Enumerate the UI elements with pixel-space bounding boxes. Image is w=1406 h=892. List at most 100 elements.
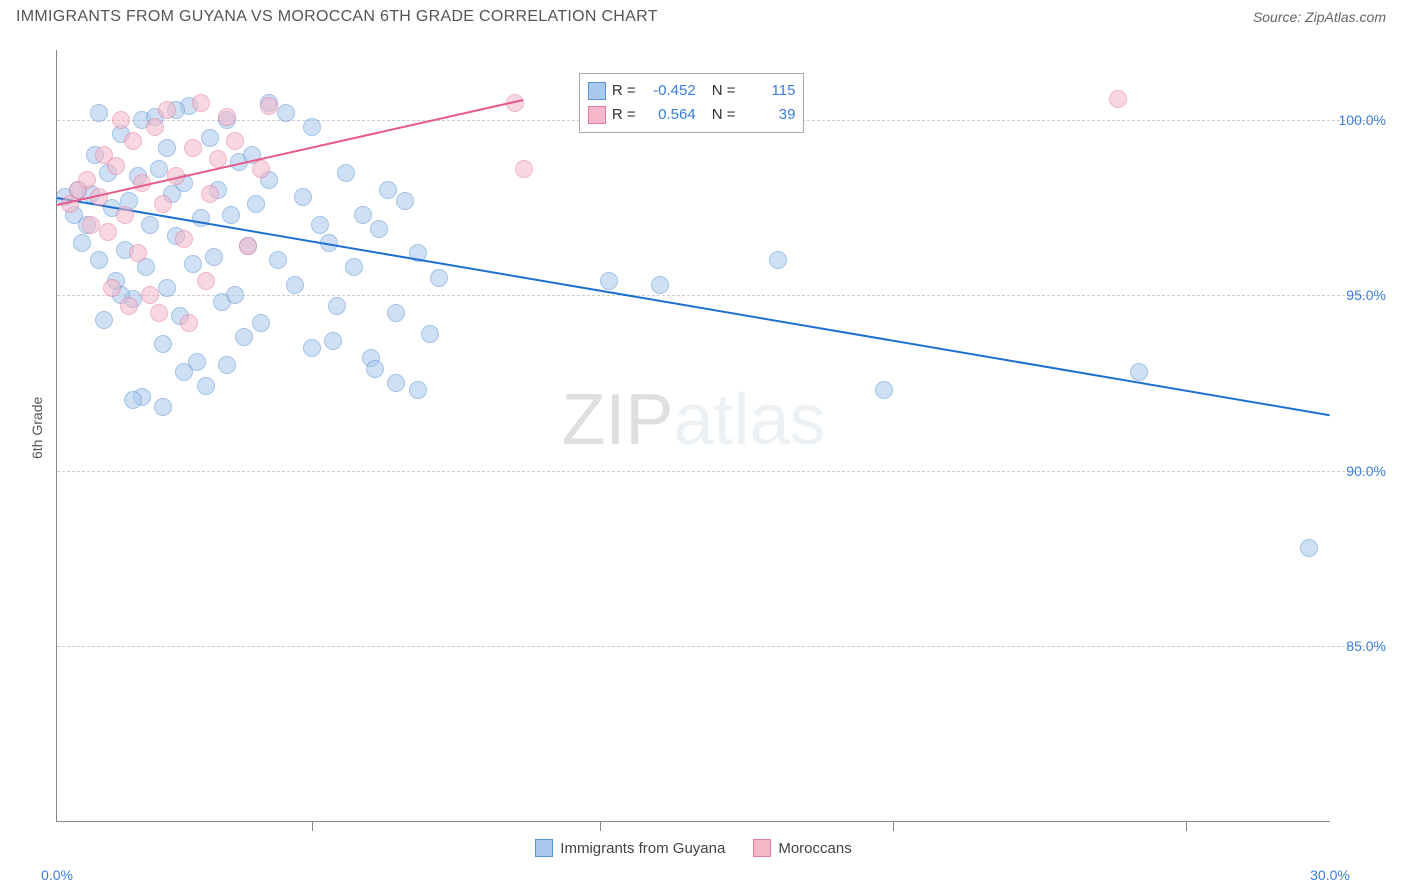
scatter-point	[201, 185, 219, 203]
scatter-point	[252, 314, 270, 332]
scatter-point	[354, 206, 372, 224]
legend-n-label: N =	[712, 79, 736, 103]
scatter-point	[239, 237, 257, 255]
scatter-point	[124, 391, 142, 409]
scatter-point	[421, 325, 439, 343]
scatter-point	[370, 220, 388, 238]
legend-label: Immigrants from Guyana	[560, 840, 725, 857]
scatter-point	[90, 104, 108, 122]
legend-n-value: 115	[745, 79, 795, 103]
scatter-point	[107, 157, 125, 175]
chart-title: IMMIGRANTS FROM GUYANA VS MOROCCAN 6TH G…	[16, 8, 658, 26]
scatter-point	[124, 132, 142, 150]
scatter-point	[387, 374, 405, 392]
scatter-point	[192, 94, 210, 112]
legend-r-label: R =	[612, 79, 636, 103]
scatter-point	[235, 328, 253, 346]
scatter-point	[769, 251, 787, 269]
scatter-point	[205, 248, 223, 266]
x-tick-mark	[1186, 821, 1187, 831]
scatter-point	[515, 160, 533, 178]
scatter-point	[73, 234, 91, 252]
trend-line	[57, 197, 1330, 416]
scatter-point	[324, 332, 342, 350]
chart-container: 6th Grade ZIPatlas 85.0%90.0%95.0%100.0%…	[16, 40, 1390, 862]
gridline-h	[57, 471, 1380, 472]
scatter-point	[430, 269, 448, 287]
gridline-h	[57, 646, 1380, 647]
scatter-point	[103, 279, 121, 297]
gridline-h	[57, 295, 1380, 296]
legend-bottom: Immigrants from Guyana Moroccans	[57, 839, 1330, 857]
scatter-point	[209, 150, 227, 168]
scatter-point	[277, 104, 295, 122]
watermark-bold: ZIP	[561, 380, 673, 460]
legend-label: Moroccans	[778, 840, 851, 857]
scatter-point	[120, 297, 138, 315]
scatter-point	[337, 164, 355, 182]
y-tick-label: 95.0%	[1346, 287, 1386, 303]
legend-swatch	[535, 839, 553, 857]
scatter-point	[90, 251, 108, 269]
scatter-point	[226, 132, 244, 150]
scatter-point	[286, 276, 304, 294]
scatter-point	[129, 244, 147, 262]
scatter-point	[409, 381, 427, 399]
x-tick-label: 0.0%	[41, 867, 73, 883]
scatter-point	[141, 286, 159, 304]
scatter-point	[252, 160, 270, 178]
scatter-point	[345, 258, 363, 276]
scatter-point	[201, 129, 219, 147]
scatter-point	[82, 216, 100, 234]
y-tick-label: 100.0%	[1339, 112, 1386, 128]
scatter-point	[303, 339, 321, 357]
scatter-point	[146, 118, 164, 136]
scatter-point	[78, 171, 96, 189]
legend-r-value: 0.564	[646, 103, 696, 127]
legend-stats-row: R = 0.564 N = 39	[588, 103, 796, 127]
scatter-point	[112, 111, 130, 129]
scatter-point	[184, 139, 202, 157]
scatter-point	[175, 230, 193, 248]
scatter-point	[141, 216, 159, 234]
scatter-point	[184, 255, 202, 273]
scatter-point	[396, 192, 414, 210]
scatter-point	[154, 335, 172, 353]
scatter-point	[303, 118, 321, 136]
legend-item: Immigrants from Guyana	[535, 839, 725, 857]
legend-item: Moroccans	[753, 839, 851, 857]
legend-swatch	[588, 82, 606, 100]
scatter-point	[1109, 90, 1127, 108]
watermark-light: atlas	[673, 380, 825, 460]
legend-r-label: R =	[612, 103, 636, 127]
scatter-point	[366, 360, 384, 378]
scatter-point	[150, 304, 168, 322]
scatter-point	[218, 356, 236, 374]
scatter-point	[387, 304, 405, 322]
scatter-point	[99, 223, 117, 241]
scatter-point	[311, 216, 329, 234]
plot-area: ZIPatlas 85.0%90.0%95.0%100.0%0.0%30.0%R…	[56, 50, 1330, 822]
legend-swatch	[588, 106, 606, 124]
scatter-point	[1130, 363, 1148, 381]
legend-n-label: N =	[712, 103, 736, 127]
scatter-point	[175, 363, 193, 381]
scatter-point	[247, 195, 265, 213]
legend-stats-box: R = -0.452 N = 115 R = 0.564 N = 39	[579, 73, 805, 133]
legend-n-value: 39	[745, 103, 795, 127]
scatter-point	[651, 276, 669, 294]
scatter-point	[158, 139, 176, 157]
x-tick-mark	[600, 821, 601, 831]
x-tick-label: 30.0%	[1310, 867, 1350, 883]
scatter-point	[158, 279, 176, 297]
scatter-point	[158, 101, 176, 119]
scatter-point	[260, 97, 278, 115]
scatter-point	[875, 381, 893, 399]
x-tick-mark	[893, 821, 894, 831]
scatter-point	[218, 108, 236, 126]
x-tick-mark	[312, 821, 313, 831]
legend-r-value: -0.452	[646, 79, 696, 103]
legend-swatch	[753, 839, 771, 857]
scatter-point	[95, 311, 113, 329]
scatter-point	[154, 195, 172, 213]
